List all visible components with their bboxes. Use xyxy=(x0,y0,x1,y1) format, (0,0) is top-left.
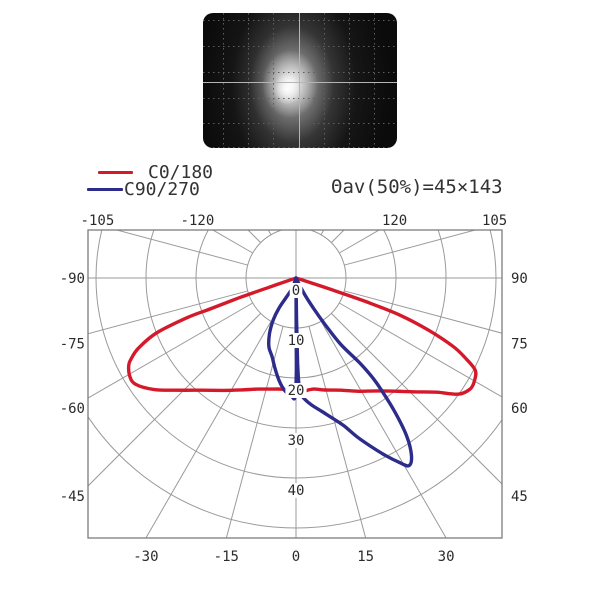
legend-label-c0-180: C0/180 xyxy=(148,162,214,183)
angle-label: -90 xyxy=(60,271,85,287)
plot-border xyxy=(87,229,503,539)
radial-tick-label: 0 xyxy=(292,283,300,299)
beam-angle-annotation: Θav(50%)=45×143 xyxy=(331,176,503,198)
angle-label: 30 xyxy=(438,549,455,565)
angle-label: -105 xyxy=(81,213,115,229)
angle-label: -60 xyxy=(60,401,85,417)
angle-label: -120 xyxy=(181,213,215,229)
angle-label: -15 xyxy=(214,549,239,565)
legend-item-c0-180: C0/180 xyxy=(87,162,214,183)
beam-photo xyxy=(203,13,397,148)
legend-swatch-c0-180 xyxy=(98,171,133,174)
angle-label: -45 xyxy=(60,489,85,505)
radial-tick-label: 40 xyxy=(288,483,305,499)
angle-label: 15 xyxy=(357,549,374,565)
radial-tick-labels: 0 10 20 30 40 xyxy=(285,283,307,499)
angle-label: 120 xyxy=(382,213,407,229)
angle-label: 90 xyxy=(511,271,528,287)
angle-label: -30 xyxy=(133,549,158,565)
angle-label: 75 xyxy=(511,337,528,353)
legend-label-c90-270: C90/270 xyxy=(124,179,200,200)
legend: C0/180 C90/270 xyxy=(87,162,214,200)
legend-swatch-c90-270 xyxy=(87,188,123,191)
angle-label: 60 xyxy=(511,401,528,417)
photo-crosshair xyxy=(203,13,397,148)
radial-tick-label: 30 xyxy=(288,433,305,449)
photo-grid xyxy=(203,13,397,148)
series-c90-270-path xyxy=(294,276,414,468)
radial-tick-label: 20 xyxy=(288,383,305,399)
angle-label: 105 xyxy=(482,213,507,229)
angle-label: 0 xyxy=(292,549,300,565)
angle-label: 45 xyxy=(511,489,528,505)
angle-label: -75 xyxy=(60,337,85,353)
radial-tick-label: 10 xyxy=(288,333,305,349)
angle-labels: -90 -75 -60 -45 90 75 60 45 -105 -120 120 105 -30 -15… xyxy=(60,213,528,565)
legend-item-c90-270: C90/270 xyxy=(87,179,213,200)
